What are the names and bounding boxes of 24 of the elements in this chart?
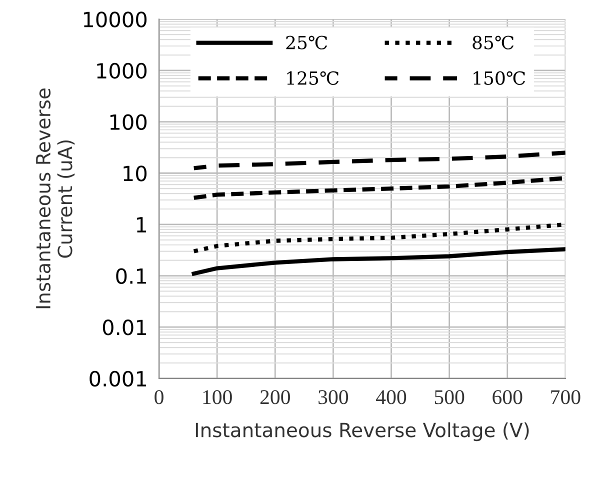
x-tick-label: 200 [260,390,290,404]
y-tick-label: 10 [124,166,147,182]
x-axis-title: Instantaneous Reverse Voltage (V) [196,422,529,442]
line-series [192,150,566,170]
y-tick-label: 0.001 [90,370,146,387]
legend-label: 150℃ [474,71,526,85]
legend-label: 85℃ [472,36,514,50]
y-tick-label: 10000 [84,12,147,28]
line-series [192,247,566,276]
y-axis-title: Instantaneous Reverse Current (uA) [36,88,75,308]
y-tick-label: 0.1 [116,268,146,284]
x-tick-label: 0 [154,390,164,404]
x-tick-label: 500 [434,390,464,404]
x-tick-label: 100 [203,390,232,404]
x-tick-label: 600 [492,390,522,404]
y-tick-label: 1000 [97,62,147,79]
x-tick-label: 400 [376,390,406,404]
legend-label: 125℃ [287,71,339,85]
legend-label: 25℃ [286,36,328,50]
y-tick-label: 100 [110,114,147,130]
y-tick-label: 1 [136,217,146,232]
y-tick-label: 0.01 [102,320,146,336]
x-tick-label: 700 [551,390,580,404]
x-tick-label: 300 [318,390,348,404]
